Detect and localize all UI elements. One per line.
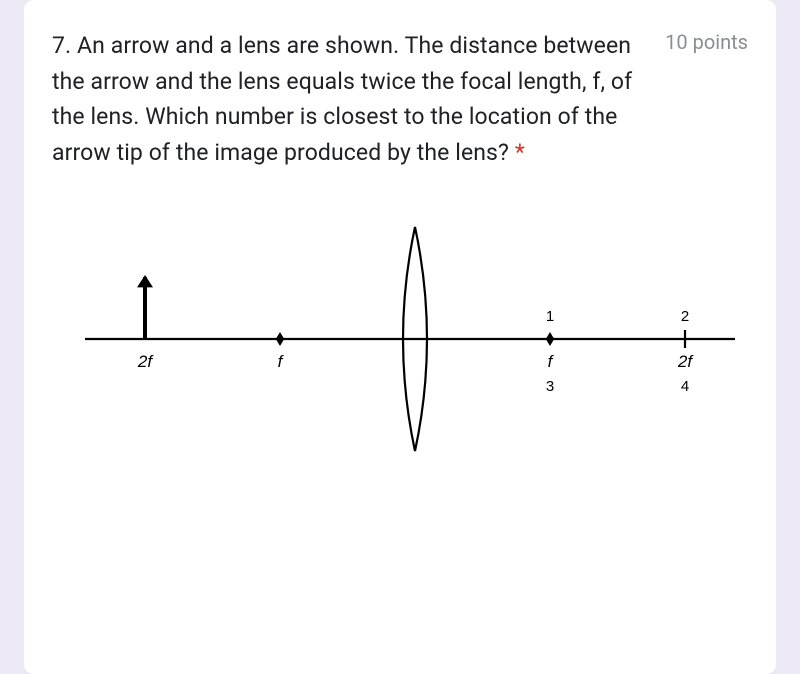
question-row: 7. An arrow and a lens are shown. The di…	[52, 28, 748, 171]
question-text: 7. An arrow and a lens are shown. The di…	[52, 28, 651, 171]
svg-text:1: 1	[546, 308, 554, 325]
diagram-container: f 1 f 2 2f 2f 3 4	[52, 209, 748, 469]
points-label: 10 points	[665, 28, 748, 54]
svg-text:2f: 2f	[137, 352, 154, 371]
required-marker: *	[515, 139, 525, 166]
question-body: An arrow and a lens are shown. The dista…	[52, 32, 632, 166]
svg-text:f: f	[548, 352, 555, 371]
svg-text:2f: 2f	[677, 352, 694, 371]
svg-text:3: 3	[546, 378, 554, 395]
svg-text:f: f	[278, 352, 285, 371]
question-card: 7. An arrow and a lens are shown. The di…	[24, 0, 776, 674]
svg-text:2: 2	[681, 308, 689, 325]
svg-text:4: 4	[681, 378, 689, 395]
optics-diagram: f 1 f 2 2f 2f 3 4	[55, 209, 745, 469]
question-number: 7.	[52, 32, 71, 59]
